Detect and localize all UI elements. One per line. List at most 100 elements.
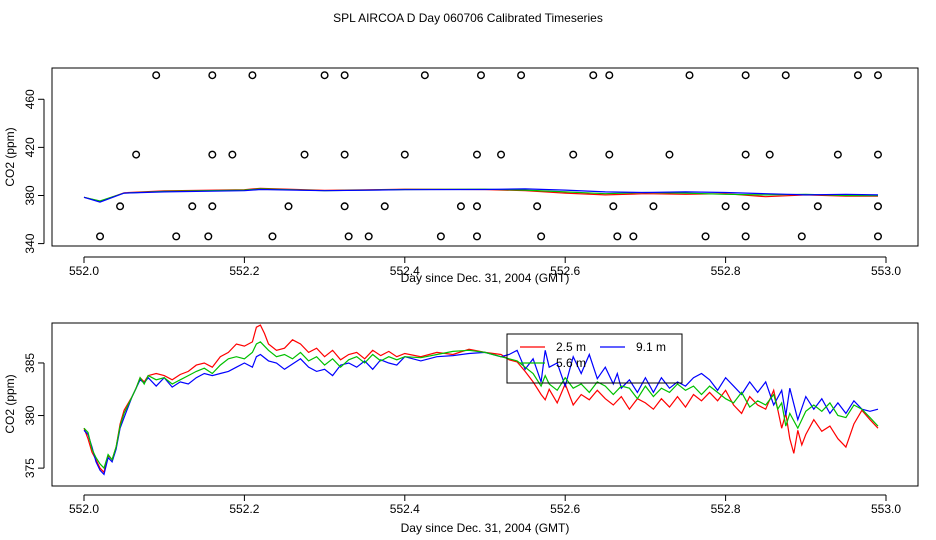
calibration-point [873, 202, 882, 211]
y-axis: 375 380 385 [23, 353, 45, 478]
y-axis-label: CO2 (ppm) [3, 374, 17, 433]
x-tick-label: 552.8 [711, 502, 741, 516]
calibration-point [132, 150, 141, 159]
calibration-point [300, 150, 309, 159]
x-tick-label: 552.0 [69, 264, 99, 278]
calibration-point [208, 150, 217, 159]
calibration-point [472, 150, 481, 159]
calibration-point [436, 232, 445, 241]
calibration-point [765, 150, 774, 159]
calibration-point [268, 232, 277, 241]
calibration-point [721, 202, 730, 211]
calibration-point [188, 202, 197, 211]
calibration-point [284, 202, 293, 211]
y-tick-label: 460 [23, 89, 37, 109]
calibration-point [605, 71, 614, 80]
calibration-point [649, 202, 658, 211]
calibration-point [629, 232, 638, 241]
calibration-point [873, 232, 882, 241]
series-lines [83, 187, 879, 203]
y-tick-label: 340 [23, 233, 37, 253]
y-tick-label: 375 [23, 458, 37, 478]
x-tick-label: 552.2 [229, 502, 259, 516]
x-tick-label: 553.0 [871, 264, 901, 278]
calibration-point [472, 202, 481, 211]
calibration-point [797, 232, 806, 241]
calibration-point [400, 150, 409, 159]
calibration-point [517, 71, 526, 80]
series-line-2-5-m [83, 324, 879, 474]
calibration-point [116, 202, 125, 211]
calibration-point [208, 202, 217, 211]
calibration-point [340, 202, 349, 211]
calibration-point [172, 232, 181, 241]
calibration-point [152, 71, 161, 80]
calibration-point [476, 71, 485, 80]
series-line-5-6-m [83, 341, 879, 470]
legend-label: 5.6 m [556, 356, 586, 370]
calibration-point [96, 232, 105, 241]
y-tick-label: 420 [23, 137, 37, 157]
calibration-point [613, 232, 622, 241]
x-tick-label: 552.6 [550, 264, 580, 278]
calibration-points [96, 71, 882, 241]
y-tick-label: 385 [23, 353, 37, 373]
calibration-point [781, 71, 790, 80]
calibration-point [609, 202, 618, 211]
calibration-point [873, 71, 882, 80]
calibration-point [340, 150, 349, 159]
calibration-point [741, 150, 750, 159]
calibration-point [685, 71, 694, 80]
chart-title: SPL AIRCOA D Day 060706 Calibrated Times… [333, 11, 603, 25]
calibration-point [813, 202, 822, 211]
plot-box [51, 322, 919, 487]
calibration-point [497, 150, 506, 159]
calibration-point [420, 71, 429, 80]
x-tick-label: 552.6 [550, 502, 580, 516]
calibration-point [537, 232, 546, 241]
y-tick-label: 380 [23, 405, 37, 425]
calibration-point [873, 150, 882, 159]
calibration-point [533, 202, 542, 211]
x-tick-label: 553.0 [871, 502, 901, 516]
series-lines [83, 324, 879, 476]
panel-bottom: 552.0 552.2 552.4 552.6 552.8 553.0 375 380 385… [3, 322, 919, 535]
legend: 2.5 m 9.1 m 5.6 m [506, 333, 683, 384]
calibration-point [456, 202, 465, 211]
calibration-point [833, 150, 842, 159]
y-tick-label: 380 [23, 185, 37, 205]
calibration-point [589, 71, 598, 80]
x-axis: 552.0 552.2 552.4 552.6 552.8 553.0 [69, 256, 901, 278]
calibration-point [472, 232, 481, 241]
calibration-point [665, 150, 674, 159]
calibration-point [569, 150, 578, 159]
y-axis-label: CO2 (ppm) [3, 127, 17, 186]
calibration-point [741, 202, 750, 211]
legend-label: 9.1 m [636, 340, 666, 354]
calibration-point [364, 232, 373, 241]
y-axis: 340 380 420 460 [23, 89, 45, 254]
plot-box [51, 67, 919, 247]
calibration-point [741, 71, 750, 80]
calibration-point [320, 71, 329, 80]
panel-top: 552.0 552.2 552.4 552.6 552.8 553.0 340 380 420… [3, 67, 919, 285]
calibration-point [380, 202, 389, 211]
calibration-point [228, 150, 237, 159]
x-tick-label: 552.4 [390, 502, 420, 516]
calibration-point [701, 232, 710, 241]
x-tick-label: 552.2 [229, 264, 259, 278]
x-axis-label: Day since Dec. 31, 2004 (GMT) [401, 271, 570, 285]
x-axis-label: Day since Dec. 31, 2004 (GMT) [401, 521, 570, 535]
calibration-point [208, 71, 217, 80]
calibration-point [344, 232, 353, 241]
calibration-point [605, 150, 614, 159]
series-line-9-1-m [83, 188, 879, 203]
series-line-9-1-m [83, 349, 879, 476]
series-line-5-6-m [83, 188, 879, 202]
calibration-point [340, 71, 349, 80]
x-tick-label: 552.8 [711, 264, 741, 278]
legend-box [506, 333, 683, 384]
calibration-point [853, 71, 862, 80]
calibration-point [204, 232, 213, 241]
